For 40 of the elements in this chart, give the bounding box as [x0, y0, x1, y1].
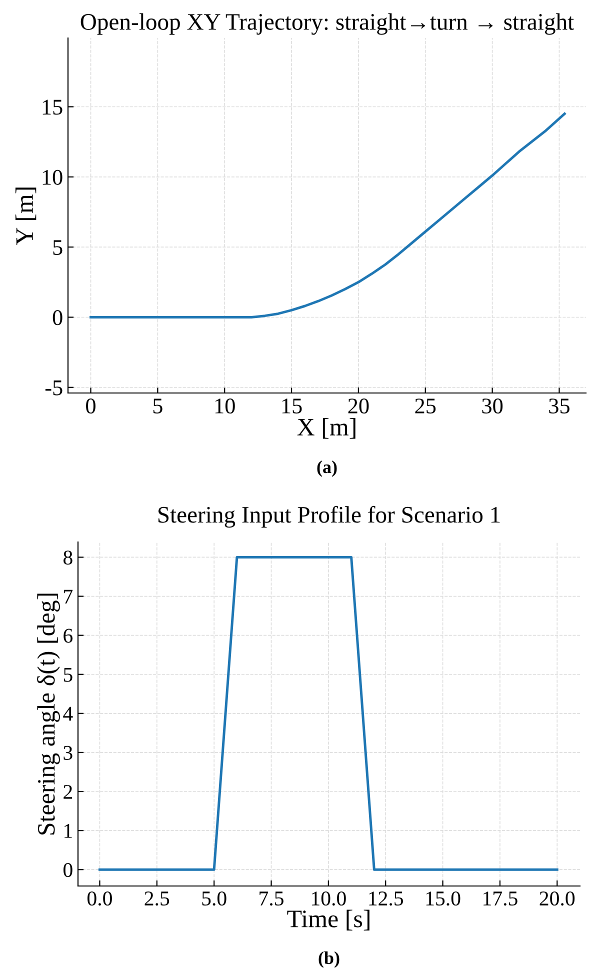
x-tick-label: 0: [86, 398, 96, 414]
x-tick-label: 5: [153, 398, 162, 414]
y-tick-label: 5: [53, 240, 62, 255]
y-tick-label: 1: [64, 824, 72, 838]
text: (b): [318, 951, 340, 968]
y-tick-label: 0: [52, 310, 62, 326]
x-tick-label: 2.5: [144, 892, 170, 906]
chart-title: Open-loop XY Trajectory: straight→turn → straight: [80, 13, 574, 35]
y-tick-label: 8: [64, 550, 72, 565]
x-tick-label: 20.0: [540, 891, 575, 906]
x-tick-label: 12.5: [369, 892, 404, 906]
x-tick-label: 10: [215, 398, 235, 414]
x-tick-label: 15: [282, 398, 302, 414]
y-axis-title: Y [m]: [15, 188, 36, 245]
text: (a): [317, 460, 337, 477]
x-axis-title: Time [s]: [287, 910, 370, 930]
x-tick-label: 25: [415, 398, 436, 414]
y-tick-label: 5: [64, 668, 72, 682]
y-tick-label: 6: [64, 628, 73, 643]
y-tick-label: 4: [63, 706, 73, 721]
line-series: [90, 112, 566, 318]
x-axis-title: X [m]: [297, 418, 356, 439]
x-tick-label: 20: [348, 398, 369, 414]
x-tick-label: 17.5: [484, 892, 518, 906]
y-tick-label: 10: [42, 170, 62, 185]
y-tick-label: 2: [64, 784, 72, 799]
y-axis-title: Steering angle δ(t) [deg]: [37, 594, 60, 834]
x-tick-label: 5.0: [202, 891, 226, 906]
y-tick-label: 0: [64, 862, 72, 878]
y-tick-label: 15: [42, 100, 62, 115]
x-tick-label: 0.0: [88, 891, 112, 906]
x-tick-label: 15.0: [426, 891, 460, 906]
y-tick-label: 7: [64, 590, 73, 604]
chart-title: Steering Input Profile for Scenario 1: [158, 506, 500, 528]
x-tick-label: 7.5: [260, 892, 284, 906]
x-tick-label: 30: [482, 398, 503, 414]
x-tick-label: 10.0: [312, 891, 346, 906]
y-tick-label: 3: [64, 746, 72, 760]
x-tick-label: 35: [549, 398, 570, 414]
y-tick-label: -5: [45, 380, 62, 396]
